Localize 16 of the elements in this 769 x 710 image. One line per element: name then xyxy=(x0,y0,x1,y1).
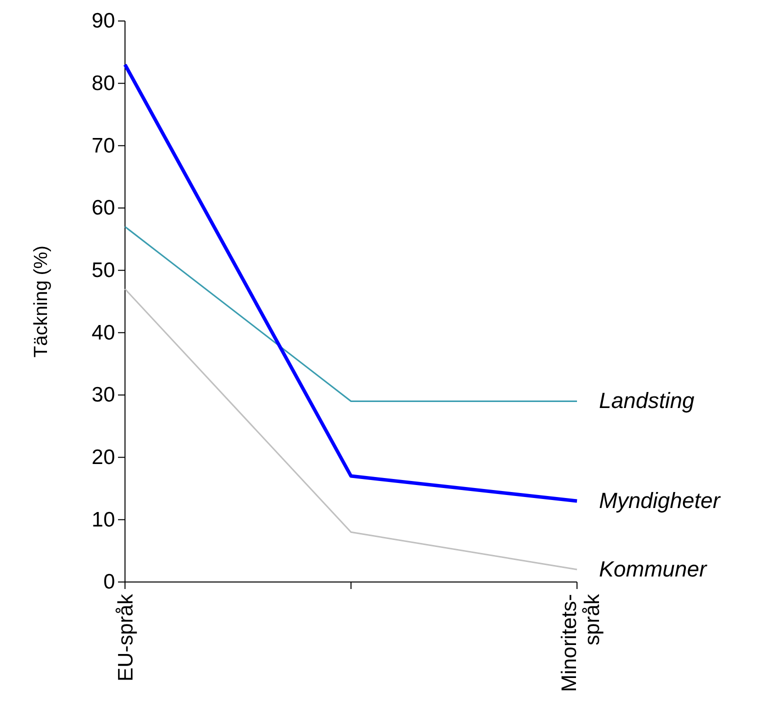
y-tick-label: 50 xyxy=(92,259,115,282)
y-tick-label: 10 xyxy=(92,508,115,532)
y-tick-label: 60 xyxy=(92,196,115,220)
y-tick-label: 80 xyxy=(92,72,115,96)
y-tick-label: 30 xyxy=(92,384,115,407)
series-label: Myndigheter xyxy=(599,488,722,513)
series-label: Landsting xyxy=(599,388,696,414)
x-tick-label: Minoritets-språk xyxy=(558,594,604,692)
y-tick-label: 0 xyxy=(103,570,115,594)
y-tick-label: 20 xyxy=(92,446,115,470)
y-tick-label: 70 xyxy=(92,134,115,158)
y-tick-label: 90 xyxy=(92,10,115,33)
y-tick-label: 40 xyxy=(92,321,115,344)
y-axis-title: Täckning (%) xyxy=(31,246,52,358)
series-label: Kommuner xyxy=(599,556,708,582)
x-tick-label: EU-språk xyxy=(114,594,138,682)
